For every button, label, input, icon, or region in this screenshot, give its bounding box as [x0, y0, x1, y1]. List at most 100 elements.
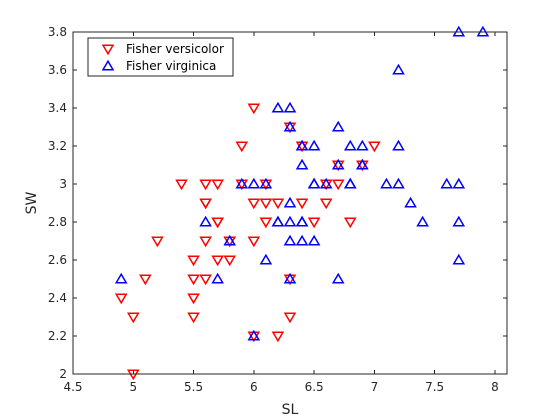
y-tick-label: 2.4: [48, 291, 67, 305]
virginica-point: [452, 177, 466, 189]
y-tick-label: 2.2: [48, 329, 67, 343]
x-tick-label: 6.5: [305, 380, 324, 394]
virginica-point: [416, 215, 429, 227]
virginica-point: [452, 253, 466, 265]
virginica-point: [392, 63, 405, 75]
versicolor-point: [175, 179, 188, 191]
x-axis-label: SL: [282, 402, 299, 418]
versicolor-point: [187, 312, 200, 324]
versicolor-point: [247, 198, 261, 210]
virginica-point: [211, 272, 224, 284]
y-axis-label: SW: [24, 191, 40, 214]
x-tick-label: 7: [371, 380, 379, 394]
virginica-point: [307, 234, 321, 246]
x-tick-label: 5: [129, 380, 137, 394]
virginica-point: [247, 329, 261, 341]
versicolor-point: [247, 103, 261, 115]
legend-marker-virginica: [101, 59, 115, 71]
virginica-point: [259, 253, 273, 265]
versicolor-point: [343, 217, 357, 229]
virginica-point: [331, 272, 345, 284]
axes-box: [72, 31, 508, 375]
virginica-point: [356, 139, 369, 151]
versicolor-point: [283, 312, 297, 324]
versicolor-point: [199, 198, 212, 210]
legend-marker-versicolor: [101, 44, 115, 56]
virginica-point: [404, 196, 417, 208]
legend: Fisher versicolor Fisher virginica: [87, 37, 234, 77]
axes: [72, 31, 508, 375]
virginica-point: [283, 120, 297, 132]
virginica-point: [380, 177, 393, 189]
virginica-point: [283, 215, 297, 227]
y-tick-label: 3.8: [48, 25, 67, 39]
y-tick-label: 2.6: [48, 253, 67, 267]
versicolor-point: [211, 217, 224, 229]
x-tick-label: 6: [250, 380, 258, 394]
virginica-point: [295, 234, 309, 246]
virginica-point: [440, 177, 454, 189]
versicolor-point: [331, 179, 345, 191]
virginica-point: [271, 215, 285, 227]
virginica-point: [307, 139, 321, 151]
y-tick-label: 3.2: [48, 139, 67, 153]
versicolor-point: [247, 236, 261, 248]
versicolor-point: [187, 255, 200, 267]
versicolor-point: [295, 198, 309, 210]
virginica-point: [392, 139, 405, 151]
versicolor-point: [271, 198, 285, 210]
y-tick-label: 3.6: [48, 63, 67, 77]
virginica-point: [452, 215, 466, 227]
y-tick-label: 3.4: [48, 101, 67, 115]
legend-label-virginica: Fisher virginica: [126, 59, 216, 73]
x-tick-label: 7.5: [425, 380, 444, 394]
virginica-point: [283, 196, 297, 208]
legend-label-versicolor: Fisher versicolor: [126, 42, 224, 56]
virginica-point: [283, 272, 297, 284]
y-tick-label: 2: [59, 367, 67, 381]
virginica-point: [114, 272, 128, 284]
versicolor-point: [368, 141, 381, 153]
virginica-point: [331, 120, 345, 132]
virginica-point: [343, 177, 357, 189]
virginica-point: [295, 139, 309, 151]
virginica-point: [356, 158, 369, 170]
virginica-point: [307, 177, 321, 189]
versicolor-point: [187, 274, 200, 286]
y-tick-label: 2.8: [48, 215, 67, 229]
x-tick-label: 5.5: [184, 380, 203, 394]
virginica-point: [295, 158, 309, 170]
virginica-point: [343, 139, 357, 151]
versicolor-point: [307, 217, 321, 229]
versicolor-point: [199, 179, 212, 191]
versicolor-point: [259, 198, 273, 210]
data-points: [114, 25, 490, 381]
x-tick-label: 8: [491, 380, 499, 394]
virginica-point: [319, 177, 333, 189]
versicolor-point: [139, 274, 152, 286]
versicolor-point: [223, 255, 237, 267]
x-tick-label: 4.5: [63, 380, 82, 394]
virginica-point: [331, 158, 345, 170]
virginica-point: [247, 177, 261, 189]
versicolor-point: [151, 236, 164, 248]
versicolor-point: [199, 274, 212, 286]
virginica-point: [283, 234, 297, 246]
virginica-point: [295, 215, 309, 227]
versicolor-point: [187, 293, 200, 305]
virginica-point: [271, 101, 285, 113]
versicolor-point: [235, 141, 249, 153]
virginica-point: [223, 234, 237, 246]
versicolor-point: [259, 217, 273, 229]
virginica-point: [259, 177, 273, 189]
versicolor-point: [114, 293, 128, 305]
versicolor-point: [319, 198, 333, 210]
virginica-point: [283, 101, 297, 113]
versicolor-point: [271, 331, 285, 343]
versicolor-point: [211, 179, 224, 191]
virginica-point: [235, 177, 249, 189]
y-tick-label: 3: [59, 177, 67, 191]
virginica-point: [199, 215, 212, 227]
